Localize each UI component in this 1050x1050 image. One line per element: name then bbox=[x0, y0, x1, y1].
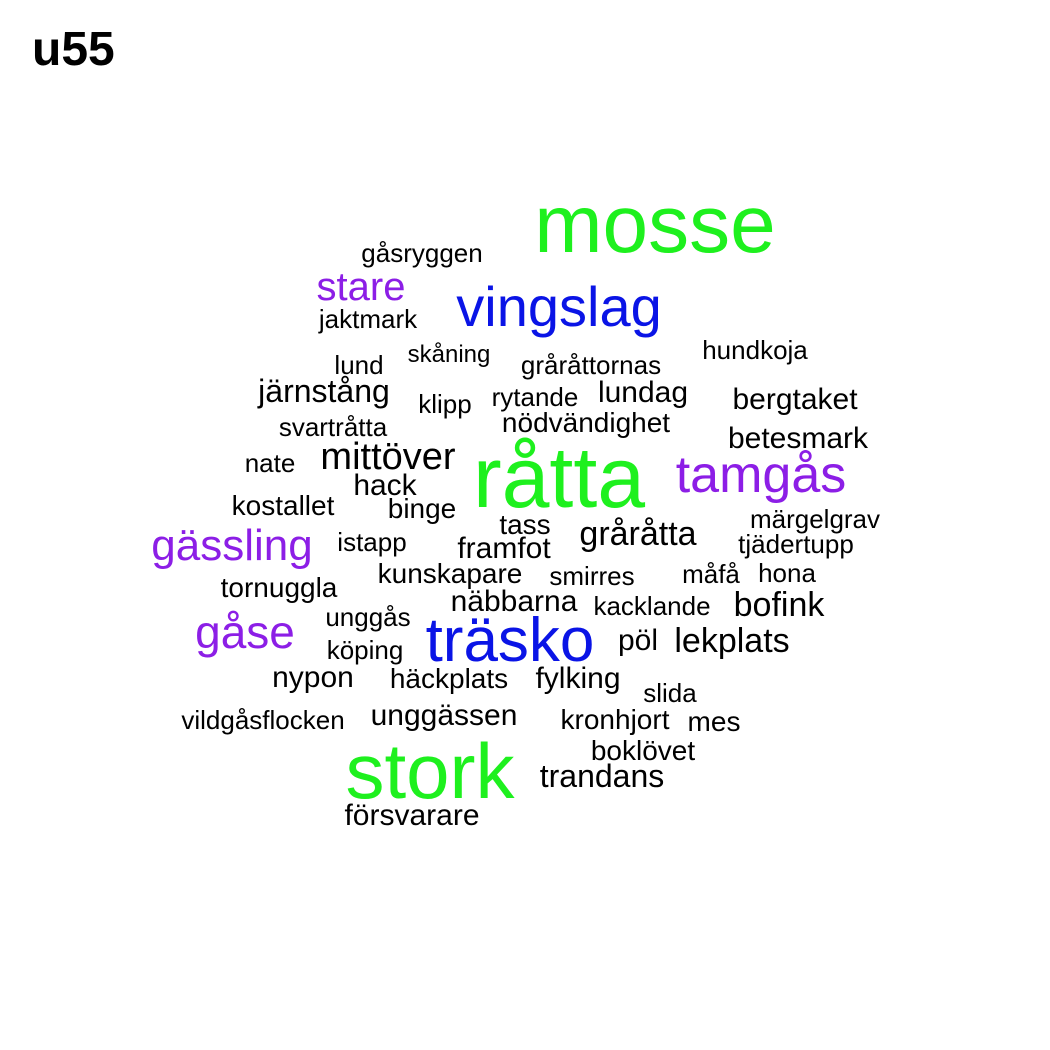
word-trasko: träsko bbox=[425, 606, 595, 676]
word-hack: hack bbox=[353, 469, 417, 502]
word-kostallet: kostallet bbox=[231, 489, 335, 521]
word-kunskapare: kunskapare bbox=[377, 557, 523, 589]
word-jarnstang: järnstång bbox=[258, 373, 390, 410]
word-kacklande: kacklande bbox=[593, 590, 711, 621]
word-lund: lund bbox=[334, 349, 384, 380]
word-svartratta: svartråtta bbox=[278, 411, 388, 442]
word-jaktmark: jaktmark bbox=[318, 303, 418, 334]
word-grarattornas: gråråttornas bbox=[520, 349, 662, 380]
word-stork: stork bbox=[345, 726, 515, 815]
word-boklovet: boklövet bbox=[590, 734, 696, 766]
word-gassling: gässling bbox=[151, 521, 313, 571]
word-klipp: klipp bbox=[418, 388, 472, 419]
word-mittover: mittöver bbox=[320, 435, 456, 478]
word-unggassen: unggässen bbox=[370, 699, 518, 732]
word-trandans: trandans bbox=[539, 758, 665, 795]
word-vingslag: vingslag bbox=[456, 274, 662, 338]
word-lekplats: lekplats bbox=[674, 622, 790, 661]
word-mosse: mosse bbox=[534, 179, 776, 271]
word-nypon: nypon bbox=[272, 661, 354, 694]
word-skaning: skåning bbox=[407, 341, 491, 369]
word-stare: stare bbox=[316, 265, 406, 309]
word-mafa: måfå bbox=[682, 558, 740, 589]
word-slida: slida bbox=[643, 677, 697, 708]
word-hundkoja: hundkoja bbox=[702, 334, 808, 365]
word-ratta: råtta bbox=[472, 429, 646, 526]
word-framfot: framfot bbox=[457, 532, 551, 565]
word-tamgas: tamgås bbox=[675, 446, 847, 505]
word-mes: mes bbox=[687, 705, 741, 737]
word-tjadertupp: tjädertupp bbox=[738, 528, 854, 559]
word-forsvarare: försvarare bbox=[344, 799, 480, 832]
word-graratta: gråråtta bbox=[579, 515, 697, 554]
word-nodvandighet: nödvändighet bbox=[501, 406, 671, 438]
word-istapp: istapp bbox=[337, 526, 407, 557]
word-pol: pöl bbox=[617, 624, 659, 657]
word-nabbarna: näbbarna bbox=[450, 585, 578, 618]
word-smirres: smirres bbox=[549, 560, 635, 591]
word-tornuggla: tornuggla bbox=[220, 571, 338, 603]
word-tass: tass bbox=[499, 508, 551, 540]
word-koping: köping bbox=[326, 634, 404, 665]
word-margelgrav: märgelgrav bbox=[749, 503, 881, 534]
word-kronhjort: kronhjort bbox=[560, 703, 670, 735]
word-nate: nate bbox=[244, 447, 296, 478]
word-gasryggen: gåsryggen bbox=[361, 237, 483, 268]
word-betesmark: betesmark bbox=[727, 422, 869, 455]
word-unggas: unggås bbox=[325, 601, 411, 632]
word-fylking: fylking bbox=[535, 662, 621, 695]
word-binge: binge bbox=[387, 492, 457, 524]
word-rytande: rytande bbox=[491, 381, 579, 412]
word-gase: gåse bbox=[195, 605, 295, 658]
word-hona: hona bbox=[758, 557, 816, 588]
word-vildgasflocken: vildgåsflocken bbox=[181, 704, 345, 735]
word-lundag: lundag bbox=[597, 376, 689, 409]
word-bofink: bofink bbox=[733, 586, 825, 625]
page-title: u55 bbox=[32, 23, 115, 76]
word-bergtaket: bergtaket bbox=[732, 383, 858, 416]
word-hackplats: häckplats bbox=[389, 662, 509, 694]
